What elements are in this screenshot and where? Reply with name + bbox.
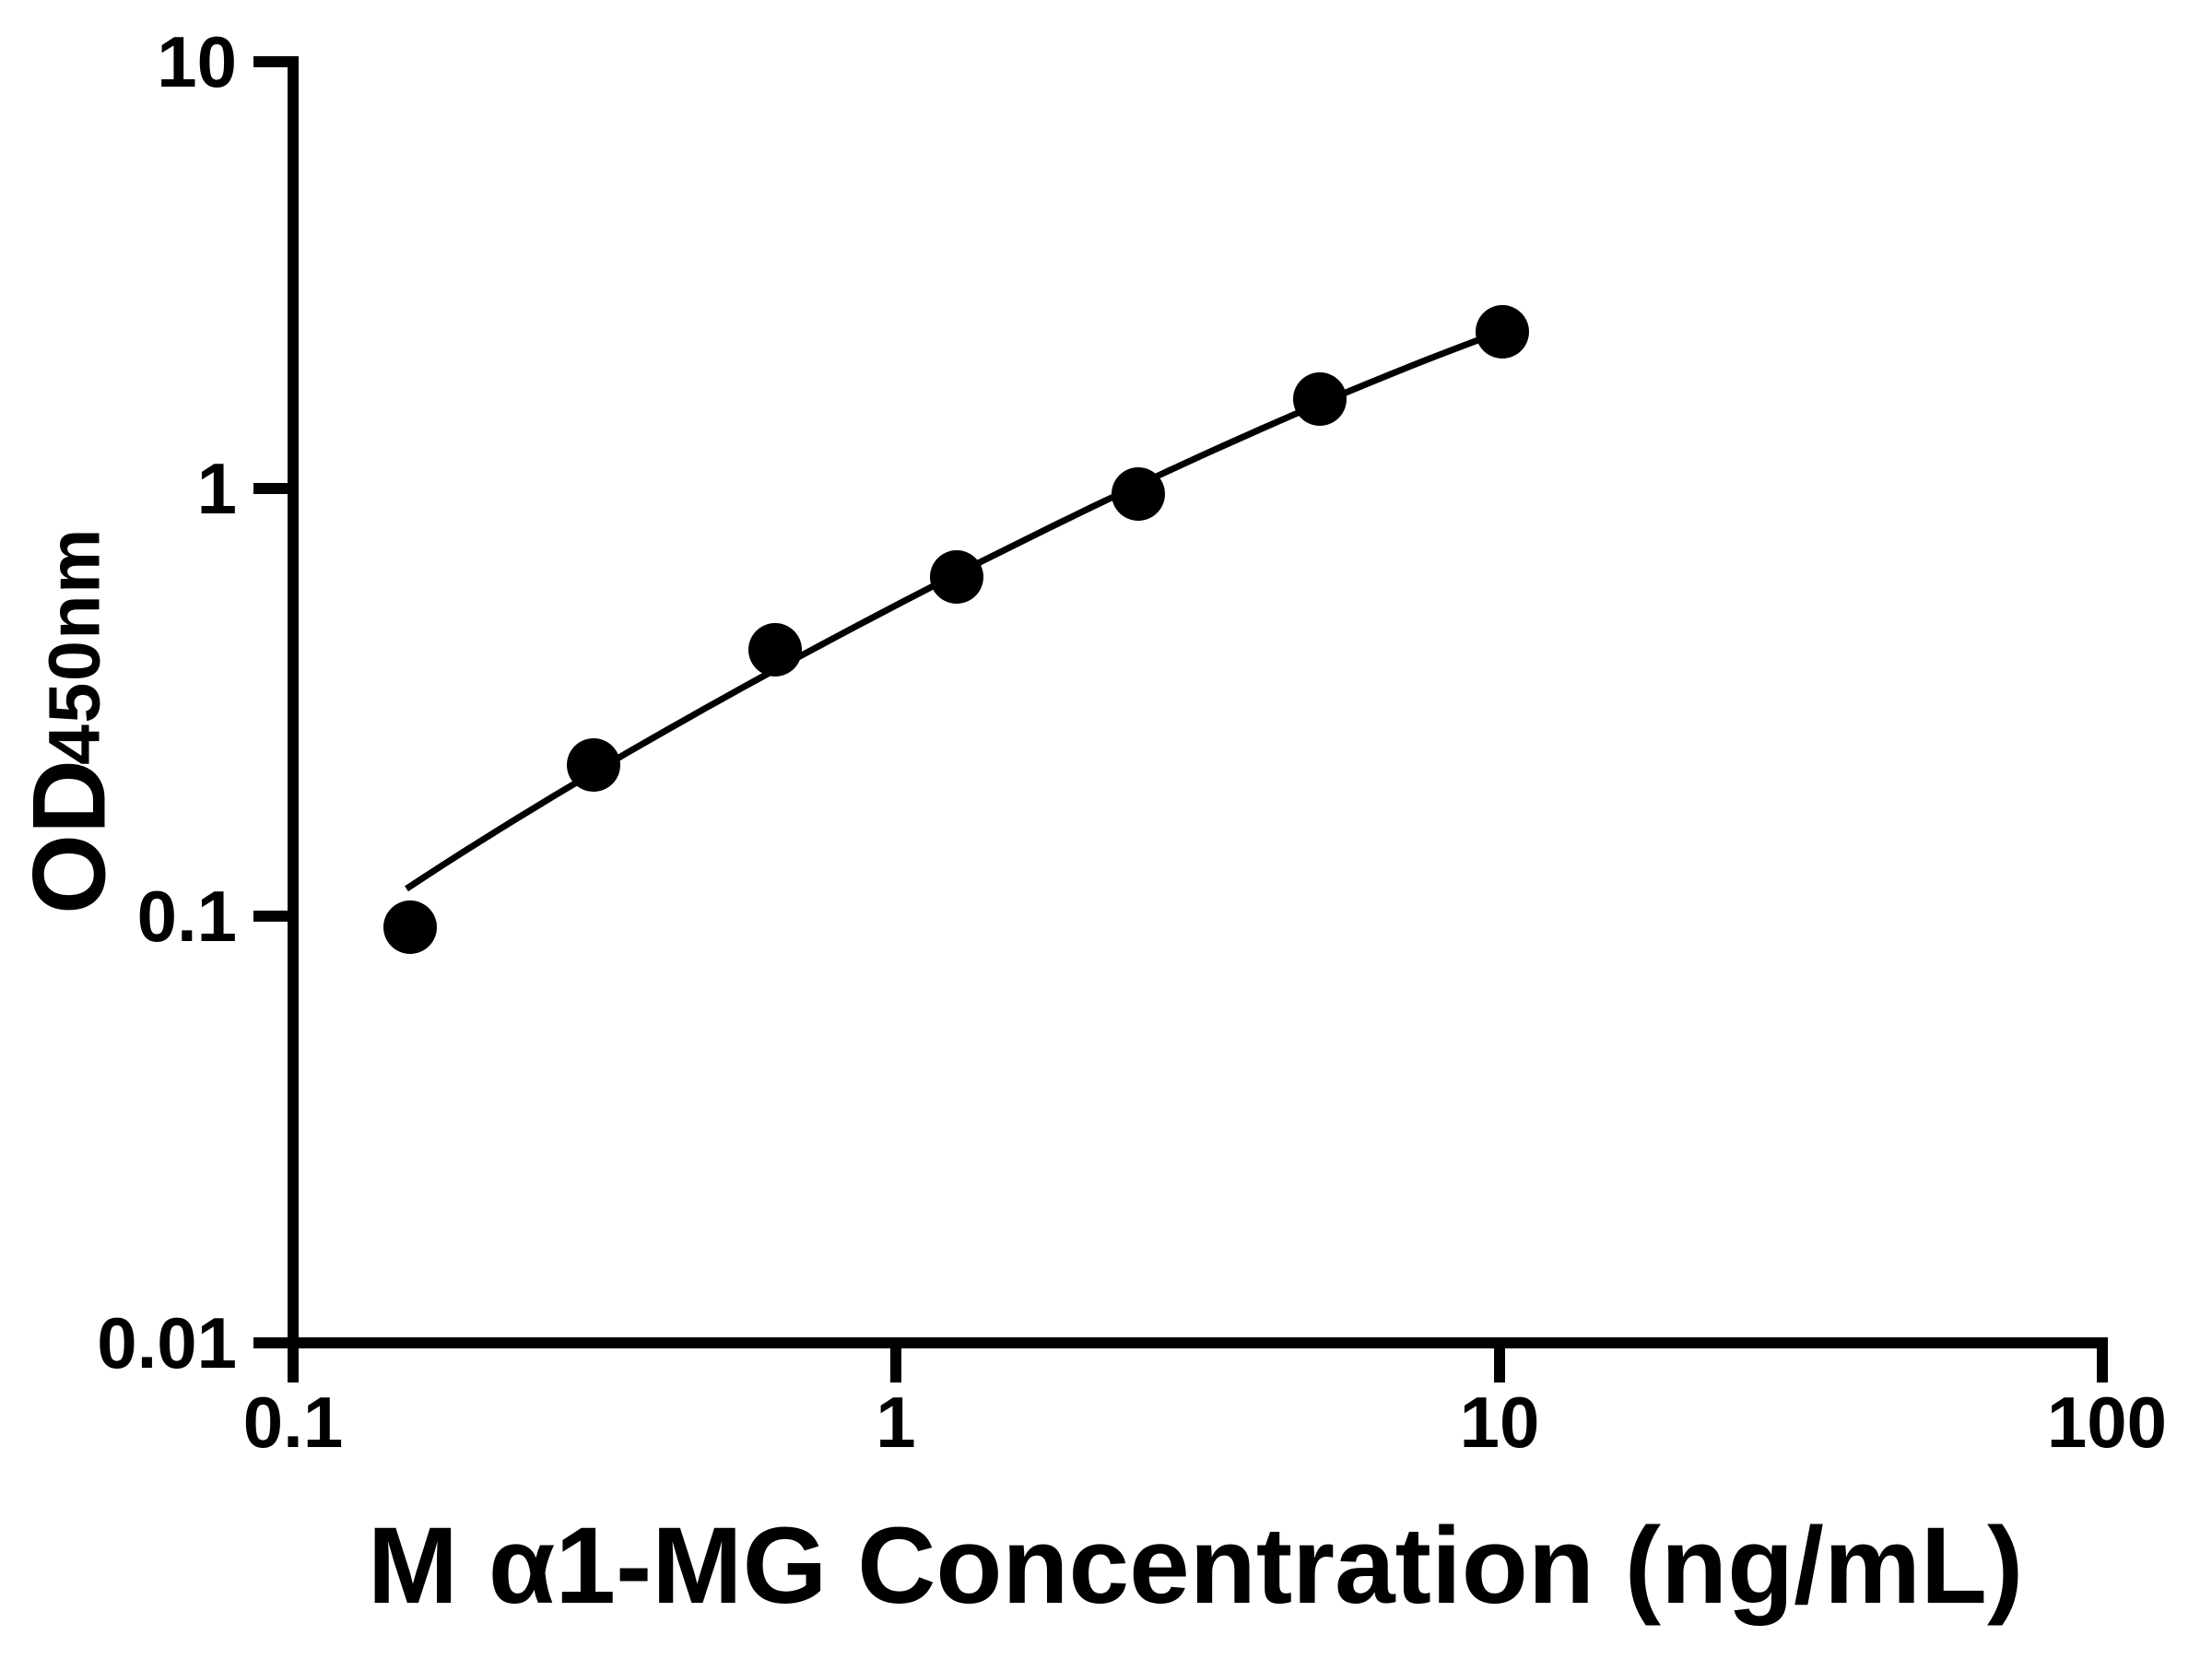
svg-text:0.01: 0.01 xyxy=(97,1302,237,1383)
svg-text:1: 1 xyxy=(876,1382,915,1463)
svg-text:100: 100 xyxy=(2047,1382,2167,1463)
svg-text:10: 10 xyxy=(1460,1382,1540,1463)
svg-text:1: 1 xyxy=(197,448,237,529)
svg-text:0.1: 0.1 xyxy=(243,1382,343,1463)
svg-text:10: 10 xyxy=(157,21,237,102)
svg-text:M α1-MG Concentration (ng/mL): M α1-MG Concentration (ng/mL) xyxy=(368,1505,2024,1627)
svg-text:0.1: 0.1 xyxy=(137,876,237,957)
